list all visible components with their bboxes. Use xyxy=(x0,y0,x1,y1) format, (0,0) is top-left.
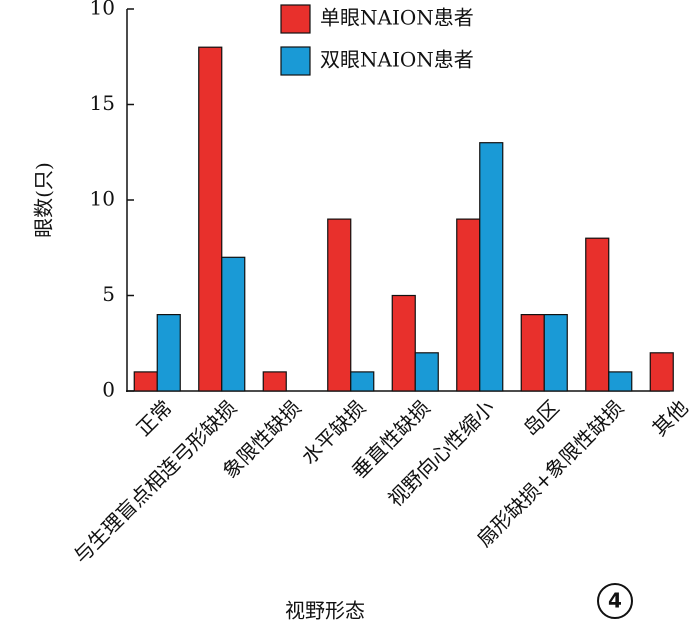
y-tick-label: 10 xyxy=(90,0,115,20)
bar xyxy=(585,237,610,392)
x-axis-label: 视野形态 xyxy=(285,599,365,623)
y-axis-label: 眼数(只) xyxy=(32,162,56,238)
bar xyxy=(133,371,158,392)
y-tick-label: 0 xyxy=(102,378,115,402)
bar xyxy=(608,371,633,392)
y-tick-label: 5 xyxy=(102,282,115,306)
y-tick-label: 10 xyxy=(90,187,115,211)
bar xyxy=(520,314,545,392)
legend-label: 单眼NAION患者 xyxy=(320,6,474,30)
x-tick-label: 岛区 xyxy=(518,395,563,440)
bar xyxy=(221,256,246,392)
bar xyxy=(456,218,481,392)
bar xyxy=(649,352,674,392)
legend-label: 双眼NAION患者 xyxy=(320,48,474,72)
legend-swatch xyxy=(280,4,311,34)
y-tick-label: 15 xyxy=(90,91,115,115)
bar xyxy=(350,371,375,392)
bar xyxy=(479,142,504,392)
annotation: 4 xyxy=(608,589,622,613)
legend-swatch xyxy=(280,46,311,76)
x-tick-label: 正常 xyxy=(131,395,176,440)
x-tick-label: 其他 xyxy=(647,395,692,440)
annotation-circle xyxy=(597,583,633,619)
bar xyxy=(262,371,287,392)
bar xyxy=(543,314,568,392)
bar xyxy=(327,218,352,392)
bar xyxy=(391,294,416,392)
bar xyxy=(414,352,439,392)
bar xyxy=(198,46,223,392)
bar xyxy=(156,314,181,392)
